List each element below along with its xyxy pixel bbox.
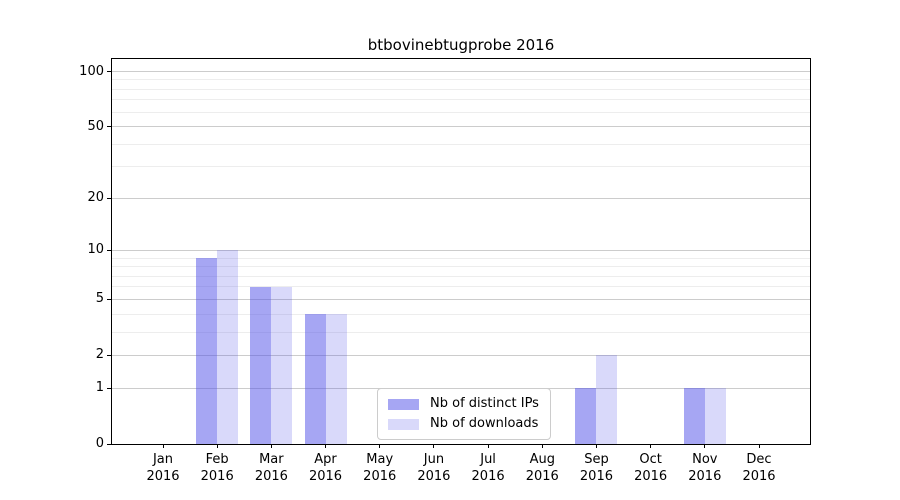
x-tick <box>541 444 543 448</box>
minor-gridline <box>112 143 810 145</box>
minor-gridline <box>112 166 810 168</box>
bar-mar-downloads <box>271 286 293 444</box>
x-tick-label: Jan 2016 <box>146 452 180 484</box>
chart-title: btbovinebtugprobe 2016 <box>367 36 555 54</box>
x-tick <box>270 444 272 448</box>
major-gridline <box>112 71 810 73</box>
legend-swatch-distinct-ips <box>388 398 419 410</box>
x-tick <box>487 444 489 448</box>
x-tick <box>650 444 652 448</box>
y-tick-label: 20 <box>87 190 104 206</box>
x-tick-label: Sep 2016 <box>579 452 613 484</box>
plot-area: 0 1 2 5 10 20 50 100 Jan 2016 Feb 2016 Mar 2016 Apr… <box>79 58 811 484</box>
x-tick <box>216 444 218 448</box>
y-tick-label: 5 <box>95 291 104 307</box>
x-tick-label: Oct 2016 <box>634 452 668 484</box>
legend-label-distinct-ips: Nb of distinct IPs <box>430 396 539 411</box>
bar-sep-distinct-ips <box>575 388 597 444</box>
y-tick-label: 0 <box>95 436 104 451</box>
y-tick <box>107 387 111 389</box>
legend-swatch-downloads <box>388 418 419 430</box>
y-tick-label: 100 <box>79 63 104 79</box>
x-tick <box>595 444 597 448</box>
y-tick <box>107 126 111 128</box>
y-tick <box>107 197 111 199</box>
x-tick-label: May 2016 <box>363 452 397 484</box>
x-tick-label: Mar 2016 <box>254 452 288 484</box>
x-tick-label: Nov 2016 <box>688 452 722 484</box>
minor-gridline <box>112 111 810 113</box>
legend-label-downloads: Nb of downloads <box>430 416 539 431</box>
x-tick <box>758 444 760 448</box>
y-tick-label: 10 <box>87 242 104 258</box>
y-tick-label: 50 <box>87 118 104 134</box>
bar-feb-downloads <box>217 250 239 444</box>
x-tick <box>325 444 327 448</box>
legend-item-distinct-ips: Nb of distinct IPs <box>388 396 539 412</box>
y-tick <box>107 443 111 445</box>
legend-item-downloads: Nb of downloads <box>388 416 539 432</box>
x-tick-label: Jul 2016 <box>471 452 505 484</box>
bar-feb-distinct-ips <box>196 258 218 444</box>
major-gridline <box>112 126 810 128</box>
x-tick <box>162 444 164 448</box>
x-tick <box>433 444 435 448</box>
x-tick <box>704 444 706 448</box>
bar-apr-distinct-ips <box>304 314 326 444</box>
y-tick <box>107 354 111 356</box>
bar-mar-distinct-ips <box>250 286 272 444</box>
major-gridline <box>112 197 810 199</box>
y-tick-label: 1 <box>95 380 104 396</box>
minor-gridline <box>112 79 810 81</box>
y-tick <box>107 249 111 251</box>
y-tick <box>107 298 111 300</box>
y-tick <box>107 71 111 73</box>
x-tick-label: Jun 2016 <box>417 452 451 484</box>
x-tick-label: Feb 2016 <box>200 452 234 484</box>
x-tick <box>379 444 381 448</box>
x-tick-label: Aug 2016 <box>525 452 559 484</box>
minor-gridline <box>112 88 810 90</box>
x-tick-label: Apr 2016 <box>308 452 343 484</box>
bar-apr-downloads <box>325 314 347 444</box>
bar-nov-distinct-ips <box>683 388 705 444</box>
bar-nov-downloads <box>704 388 726 444</box>
y-tick-label: 2 <box>95 347 104 363</box>
x-tick-label: Dec 2016 <box>742 452 776 484</box>
minor-gridline <box>112 99 810 101</box>
bar-sep-downloads <box>596 355 618 444</box>
legend: Nb of distinct IPs Nb of downloads <box>377 388 551 440</box>
